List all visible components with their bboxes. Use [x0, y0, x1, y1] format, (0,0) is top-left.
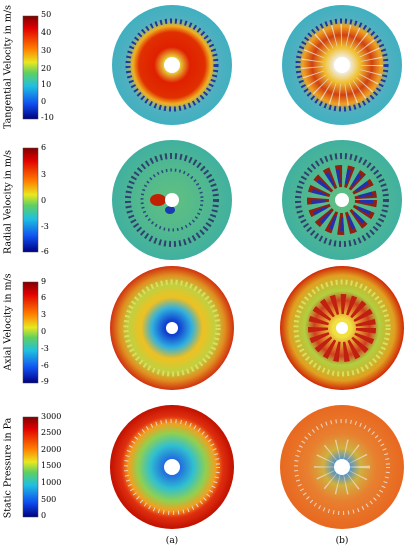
cb4-tick: 1500: [41, 461, 62, 470]
cb1-tick: -10: [41, 113, 54, 122]
colorbar-axial: [22, 281, 39, 384]
cb4-tick: 2000: [41, 445, 62, 454]
disc-radial-a: [112, 140, 232, 260]
colorbar-tangential: [22, 15, 39, 120]
disc-axial-b: [280, 266, 404, 390]
cb1-tick: 30: [41, 46, 52, 55]
cb3-tick: 0: [41, 327, 47, 336]
cb4-tick: 1000: [41, 478, 62, 487]
cb1-tick: 10: [41, 80, 52, 89]
cb3-tick: -9: [41, 377, 49, 386]
disc-pressure-b: [280, 405, 404, 529]
colorbar-pressure: [22, 416, 39, 518]
cb1-tick: 40: [41, 28, 52, 37]
cb4-tick: 500: [41, 495, 57, 504]
cb3-tick: 9: [41, 277, 47, 286]
cb4-tick: 0: [41, 511, 47, 520]
cb1-tick: 20: [41, 64, 52, 73]
cb3-tick: 3: [41, 310, 47, 319]
disc-tangential-b: [282, 5, 402, 125]
cb2-tick: 3: [41, 170, 47, 179]
cb4-tick: 3000: [41, 412, 62, 421]
cb3-tick: -6: [41, 361, 49, 370]
cb2-tick: -6: [41, 247, 49, 256]
cb3-tick: 6: [41, 293, 47, 302]
disc-radial-b: [282, 140, 402, 260]
cb2-tick: 0: [41, 196, 47, 205]
cb1-tick: 0: [41, 97, 47, 106]
cb2-tick: 6: [41, 143, 47, 152]
cb2-tick: -3: [41, 222, 49, 231]
column-label-b: (b): [335, 536, 349, 546]
disc-tangential-a: [112, 5, 232, 125]
cb4-tick: 2500: [41, 428, 62, 437]
disc-axial-a: [110, 266, 234, 390]
disc-pressure-a: [110, 405, 234, 529]
cb1-tick: 50: [41, 10, 52, 19]
cb3-tick: -3: [41, 344, 49, 353]
colorbar-radial: [22, 147, 39, 253]
column-label-a: (a): [165, 536, 179, 546]
